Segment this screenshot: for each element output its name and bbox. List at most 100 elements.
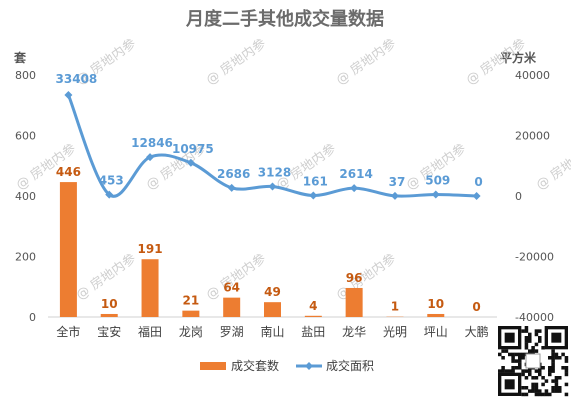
bar — [141, 259, 159, 317]
qr-module — [554, 376, 559, 380]
x-category-label: 盐田 — [301, 325, 325, 339]
bar-value-label: 10 — [427, 297, 444, 311]
qr-module — [531, 382, 535, 387]
line-series — [64, 90, 481, 200]
qr-module — [531, 389, 535, 393]
qr-module — [524, 342, 529, 347]
qr-module — [538, 339, 542, 343]
qr-module — [541, 366, 545, 370]
qr-module — [521, 372, 525, 377]
line-value-label: 10975 — [172, 142, 214, 156]
qr-finder-core — [504, 379, 515, 390]
qr-module — [544, 389, 549, 393]
qr-module — [524, 369, 529, 373]
bar-value-label: 21 — [183, 294, 200, 308]
qr-module — [534, 349, 539, 353]
qr-module — [511, 366, 515, 370]
qr-module — [524, 326, 529, 330]
bar — [182, 310, 200, 317]
bar-value-label: 191 — [138, 242, 163, 256]
qr-module — [511, 359, 515, 363]
qr-module — [531, 349, 535, 353]
qr-module — [524, 336, 529, 340]
qr-module — [524, 339, 529, 343]
qr-module — [518, 362, 522, 367]
qr-module — [554, 356, 559, 360]
qr-module — [534, 386, 539, 390]
qr-module — [558, 356, 562, 360]
y-right-tick-label: 20000 — [515, 130, 550, 143]
qr-module — [551, 386, 555, 390]
qr-module — [534, 382, 539, 387]
line-point — [146, 153, 155, 162]
legend: 成交套数 成交面积 — [200, 358, 374, 373]
y-left-tick-label: 800 — [15, 69, 36, 82]
qr-module — [551, 366, 555, 370]
qr-module — [564, 356, 569, 360]
qr-module — [531, 376, 535, 380]
bar — [223, 297, 241, 317]
x-category-label: 罗湖 — [220, 324, 244, 339]
qr-finder-core — [504, 332, 515, 343]
bar — [264, 302, 281, 317]
qr-module — [501, 356, 505, 360]
qr-module — [554, 382, 559, 387]
qr-module — [534, 389, 539, 393]
line-value-label: 0 — [474, 175, 482, 189]
qr-module — [511, 369, 515, 373]
qr-module — [548, 372, 552, 377]
line-point — [105, 190, 114, 199]
x-category-label: 龙华 — [342, 325, 366, 339]
qr-module — [551, 369, 555, 373]
bar-value-label: 1 — [391, 300, 399, 314]
qr-module — [521, 369, 525, 373]
line-point — [309, 191, 318, 200]
qr-module — [534, 376, 539, 380]
qr-module — [564, 369, 569, 373]
bar-value-label: 446 — [56, 165, 81, 179]
chart-title: 月度二手其他成交量数据 — [185, 8, 384, 30]
qr-module — [548, 392, 552, 397]
qr-module — [538, 389, 542, 393]
watermark-text: @ 房地内参 — [73, 251, 139, 304]
qr-module — [558, 376, 562, 380]
y-right-tick-label: -40000 — [515, 311, 554, 324]
qr-module — [528, 372, 532, 377]
qr-logo — [525, 353, 541, 369]
qr-module — [521, 386, 525, 390]
bar-value-label: 4 — [309, 299, 317, 313]
y-right-tick-label: 40000 — [515, 69, 550, 82]
line-value-label: 161 — [303, 175, 328, 189]
qr-module — [534, 392, 539, 397]
legend-label-line: 成交面积 — [326, 358, 374, 373]
qr-module — [498, 369, 502, 373]
qr-module — [504, 349, 509, 353]
qr-module — [518, 352, 522, 357]
qr-finder-core — [551, 332, 562, 343]
qr-module — [528, 389, 532, 393]
qr-module — [508, 369, 512, 373]
line-point — [268, 182, 277, 191]
qr-module — [538, 336, 542, 340]
qr-module — [538, 392, 542, 397]
qr-module — [548, 366, 552, 370]
left-axis-unit: 套 — [13, 50, 27, 65]
line-point — [431, 190, 440, 199]
qr-module — [551, 389, 555, 393]
qr-module — [551, 352, 555, 357]
qr-module — [558, 386, 562, 390]
y-right-tick-label: 0 — [515, 190, 522, 203]
line-value-label: 12846 — [131, 136, 173, 150]
qr-module — [558, 389, 562, 393]
bar — [345, 287, 363, 317]
line-point — [186, 158, 195, 167]
qr-module — [541, 382, 545, 387]
line-value-label: 2686 — [217, 167, 250, 181]
qr-module — [518, 366, 522, 370]
qr-module — [501, 366, 505, 370]
line-point — [64, 90, 73, 99]
bar-value-label: 0 — [472, 300, 480, 314]
qr-module — [521, 352, 525, 357]
watermark-text: @ 房地内参 — [333, 36, 399, 89]
